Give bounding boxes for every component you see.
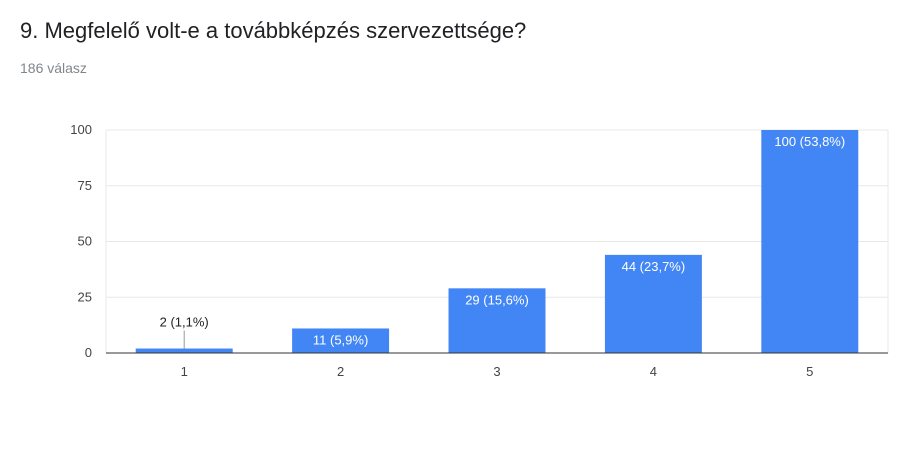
bar-2 xyxy=(292,328,390,353)
chart-title: 9. Megfelelő volt-e a továbbképzés szerv… xyxy=(20,18,527,43)
x-tick-label: 1 xyxy=(181,364,188,379)
data-label-5: 100 (53,8%) xyxy=(774,134,845,149)
y-axis-ticks: 0 25 50 75 100 xyxy=(70,122,92,360)
response-count: 186 válasz xyxy=(20,60,87,76)
data-label-3: 29 (15,6%) xyxy=(465,292,529,307)
x-tick-label: 5 xyxy=(806,364,813,379)
bar-3 xyxy=(448,288,546,353)
y-tick-label: 75 xyxy=(78,178,92,193)
bar-1 xyxy=(135,348,233,353)
data-labels: 2 (1,1%) 11 (5,9%) 29 (15,6%) 44 (23,7%) 100… xyxy=(160,134,845,349)
y-tick-label: 50 xyxy=(78,234,92,249)
y-tick-label: 25 xyxy=(78,289,92,304)
x-tick-label: 4 xyxy=(650,364,657,379)
bar-4 xyxy=(604,254,702,353)
bars xyxy=(135,130,859,353)
y-tick-label: 0 xyxy=(85,345,92,360)
data-label-2: 11 (5,9%) xyxy=(313,332,368,347)
x-tick-label: 2 xyxy=(337,364,344,379)
x-tick-label: 3 xyxy=(493,364,500,379)
data-label-1: 2 (1,1%) xyxy=(160,315,209,330)
data-label-4: 44 (23,7%) xyxy=(622,259,686,274)
bar-5 xyxy=(761,130,859,353)
x-axis-ticks: 1 2 3 4 5 xyxy=(181,364,814,379)
y-tick-label: 100 xyxy=(70,122,92,137)
